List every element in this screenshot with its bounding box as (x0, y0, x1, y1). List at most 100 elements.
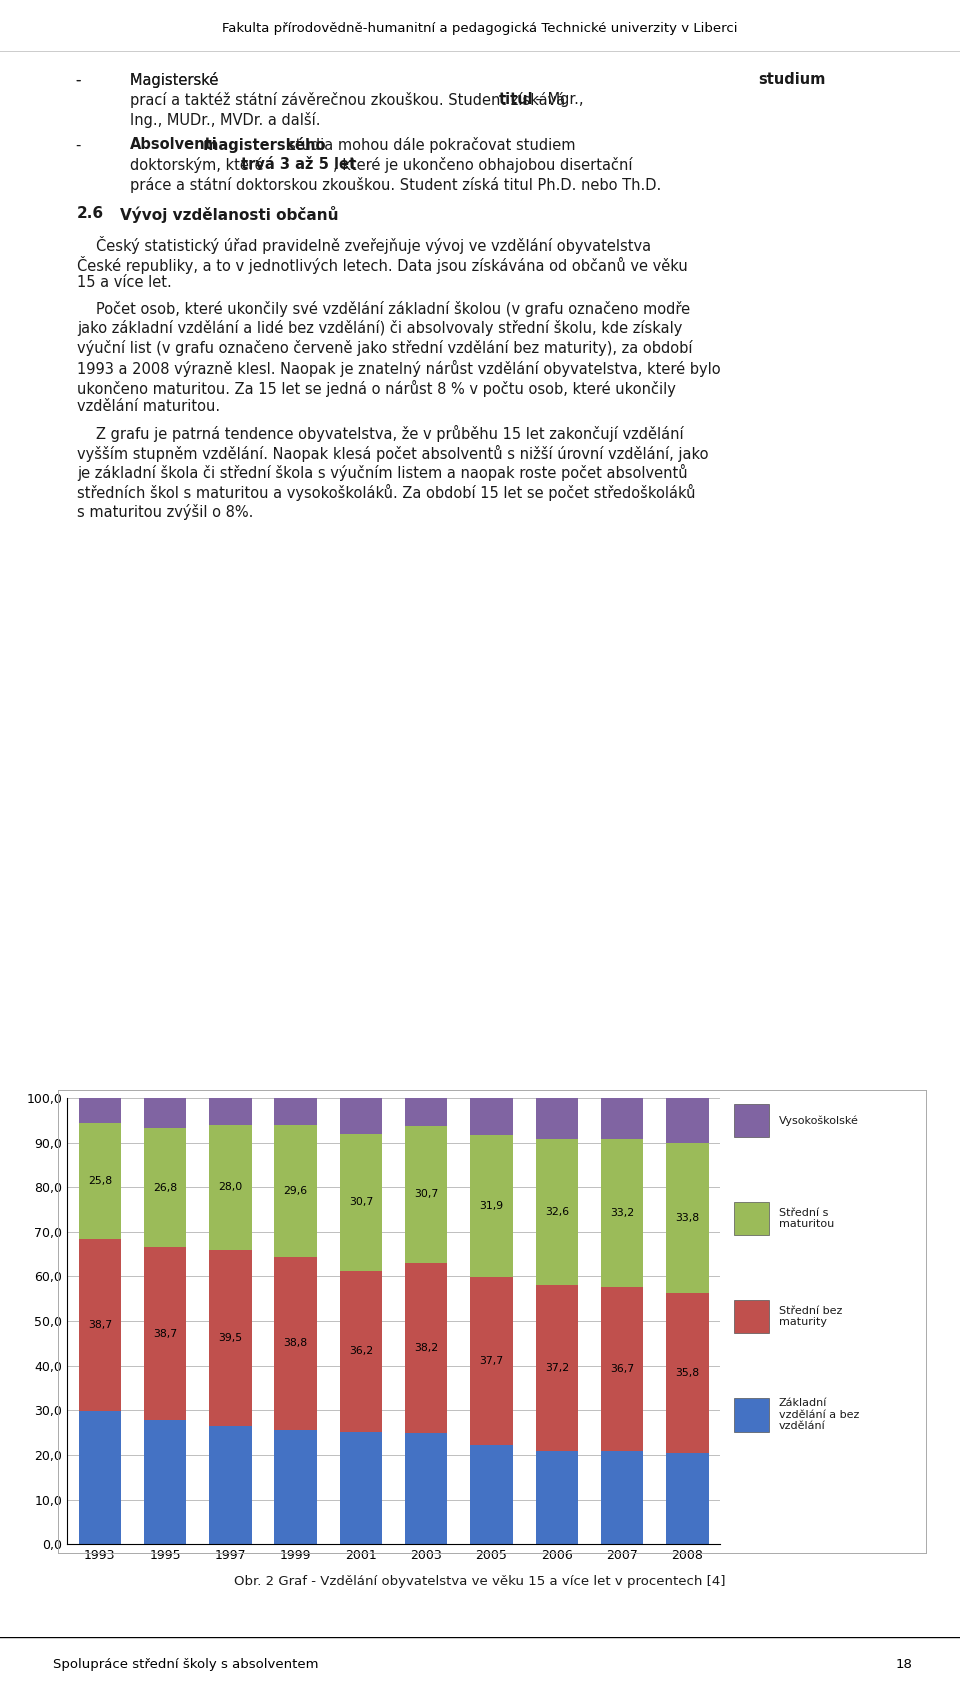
Bar (79, 1098, 121, 1123)
Text: jako základní vzdělání a lidé bez vzdělání) či absolvovaly střední školu, kde zí: jako základní vzdělání a lidé bez vzdělá… (77, 320, 683, 337)
Bar (666, 1293, 708, 1453)
Text: 18: 18 (895, 1657, 912, 1671)
Bar (209, 1250, 252, 1426)
Text: Magisterské: Magisterské (130, 72, 223, 89)
Text: vzdělání maturitou.: vzdělání maturitou. (77, 399, 220, 414)
Text: Vývoj vzdělanosti občanů: Vývoj vzdělanosti občanů (120, 205, 339, 224)
Bar (470, 1276, 513, 1445)
Text: Fakulta přírodovědně-humanitní a pedagogická Technické univerzity v Liberci: Fakulta přírodovědně-humanitní a pedagog… (223, 22, 737, 35)
Text: -: - (75, 72, 81, 88)
Bar (144, 1420, 186, 1544)
Bar (79, 1238, 121, 1411)
Bar (536, 1138, 578, 1285)
Text: 38,7: 38,7 (87, 1320, 112, 1330)
Text: Vysokoškolské: Vysokoškolské (779, 1115, 858, 1125)
Bar (470, 1098, 513, 1135)
Bar (340, 1098, 382, 1133)
Text: České republiky, a to v jednotlivých letech. Data jsou získávána od občanů ve vě: České republiky, a to v jednotlivých let… (77, 256, 687, 273)
Bar (470, 1445, 513, 1544)
Bar (275, 1125, 317, 1256)
Bar (275, 1098, 317, 1125)
Text: titul: titul (499, 93, 534, 108)
Bar (275, 1430, 317, 1544)
Text: 30,7: 30,7 (348, 1197, 373, 1207)
Text: 30,7: 30,7 (414, 1189, 439, 1199)
Text: 31,9: 31,9 (479, 1201, 504, 1211)
Bar (275, 1256, 317, 1430)
Bar (601, 1138, 643, 1287)
Text: 37,2: 37,2 (544, 1362, 569, 1372)
Bar (405, 1433, 447, 1544)
Text: Střední bez
maturity: Střední bez maturity (779, 1305, 842, 1327)
Bar (666, 1142, 708, 1293)
Text: – Mgr.,: – Mgr., (531, 93, 584, 108)
Bar (536, 1098, 578, 1138)
Text: s maturitou zvýšil o 8%.: s maturitou zvýšil o 8%. (77, 504, 253, 520)
Text: 29,6: 29,6 (283, 1186, 308, 1196)
Text: Z grafu je patrná tendence obyvatelstva, že v průběhu 15 let zakončují vzdělání: Z grafu je patrná tendence obyvatelstva,… (96, 424, 684, 441)
Text: Počet osob, které ukončily své vzdělání základní školou (v grafu označeno modře: Počet osob, které ukončily své vzdělání … (96, 301, 690, 317)
Text: Český statistický úřad pravidelně zveřejňuje vývoj ve vzdělání obyvatelstva: Český statistický úřad pravidelně zveřej… (96, 236, 651, 254)
Text: 2.6: 2.6 (77, 205, 104, 221)
Text: trvá 3 až 5 let: trvá 3 až 5 let (241, 157, 356, 172)
Text: 33,2: 33,2 (610, 1207, 635, 1218)
Text: doktorským, které: doktorským, které (130, 157, 268, 173)
Bar (405, 1098, 447, 1125)
Bar (601, 1098, 643, 1138)
Bar (340, 1431, 382, 1544)
Text: 1993 a 2008 výrazně klesl. Naopak je znatelný nárůst vzdělání obyvatelstva, kter: 1993 a 2008 výrazně klesl. Naopak je zna… (77, 360, 720, 377)
Text: 38,7: 38,7 (153, 1329, 178, 1339)
Text: Absolventi: Absolventi (130, 138, 217, 152)
Bar (144, 1098, 186, 1128)
Text: je základní škola či střední škola s výučním listem a naopak roste počet absolve: je základní škola či střední škola s výu… (77, 465, 687, 482)
Text: 15 a více let.: 15 a více let. (77, 274, 172, 290)
FancyBboxPatch shape (734, 1202, 769, 1234)
Text: 25,8: 25,8 (87, 1175, 112, 1186)
Text: 28,0: 28,0 (218, 1182, 243, 1192)
FancyBboxPatch shape (734, 1398, 769, 1431)
Text: Magisterské: Magisterské (130, 72, 223, 89)
Text: 36,2: 36,2 (348, 1347, 373, 1356)
Text: 36,7: 36,7 (610, 1364, 635, 1374)
Bar (536, 1285, 578, 1450)
Text: studia mohou dále pokračovat studiem: studia mohou dále pokračovat studiem (288, 138, 575, 153)
Text: 33,8: 33,8 (675, 1212, 700, 1223)
Bar (601, 1287, 643, 1452)
Bar (666, 1453, 708, 1544)
Text: 35,8: 35,8 (675, 1369, 700, 1378)
Bar (79, 1123, 121, 1238)
Bar (209, 1098, 252, 1125)
Text: 38,8: 38,8 (283, 1339, 308, 1349)
Bar (144, 1128, 186, 1248)
Text: ukončeno maturitou. Za 15 let se jedná o nárůst 8 % v počtu osob, které ukončily: ukončeno maturitou. Za 15 let se jedná o… (77, 379, 676, 396)
Text: prací a taktéž státní závěrečnou zkouškou. Student získává: prací a taktéž státní závěrečnou zkouško… (130, 93, 569, 108)
Text: středních škol s maturitou a vysokoškoláků. Za období 15 let se počet středoškol: středních škol s maturitou a vysokoškolá… (77, 483, 695, 500)
Bar (209, 1426, 252, 1544)
Bar (340, 1271, 382, 1431)
Bar (470, 1135, 513, 1276)
Bar (405, 1125, 447, 1263)
Text: 32,6: 32,6 (544, 1207, 569, 1218)
Text: Spolupráce střední školy s absolventem: Spolupráce střední školy s absolventem (53, 1657, 319, 1671)
Bar (536, 1450, 578, 1544)
Text: 26,8: 26,8 (153, 1182, 178, 1192)
Text: Obr. 2 Graf - Vzdělání obyvatelstva ve věku 15 a více let v procentech [4]: Obr. 2 Graf - Vzdělání obyvatelstva ve v… (234, 1575, 726, 1588)
Text: Ing., MUDr., MVDr. a další.: Ing., MUDr., MVDr. a další. (130, 111, 320, 128)
Text: 38,2: 38,2 (414, 1342, 439, 1352)
Text: Základní
vzdělání a bez
vzdělání: Základní vzdělání a bez vzdělání (779, 1398, 859, 1431)
Bar (144, 1248, 186, 1420)
Text: 39,5: 39,5 (218, 1332, 243, 1342)
Text: práce a státní doktorskou zkouškou. Student získá titul Ph.D. nebo Th.D.: práce a státní doktorskou zkouškou. Stud… (130, 177, 660, 192)
FancyBboxPatch shape (734, 1300, 769, 1334)
Text: 37,7: 37,7 (479, 1356, 504, 1366)
Text: Střední s
maturitou: Střední s maturitou (779, 1207, 834, 1229)
Bar (405, 1263, 447, 1433)
Text: magisterského: magisterského (198, 138, 330, 153)
Text: -: - (75, 138, 81, 152)
Bar (79, 1411, 121, 1544)
FancyBboxPatch shape (734, 1103, 769, 1137)
Text: , které je ukončeno obhajobou disertační: , které je ukončeno obhajobou disertační (333, 157, 633, 173)
Text: výuční list (v grafu označeno červeně jako střední vzdělání bez maturity), za ob: výuční list (v grafu označeno červeně ja… (77, 340, 692, 355)
Bar (666, 1098, 708, 1142)
Text: -: - (75, 72, 81, 88)
